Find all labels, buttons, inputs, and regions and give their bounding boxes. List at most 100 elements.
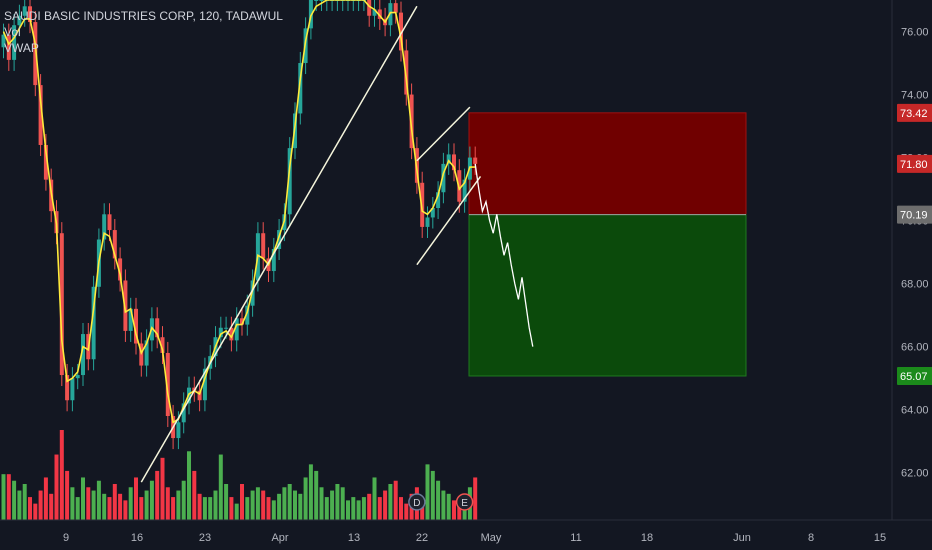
candle xyxy=(377,9,382,19)
candle xyxy=(43,144,48,180)
volume-bar xyxy=(33,503,38,520)
candle xyxy=(245,305,250,325)
volume-bar xyxy=(441,490,446,520)
volume-bar xyxy=(314,470,319,520)
candle xyxy=(430,208,435,218)
volume-bar xyxy=(128,487,133,520)
volume-bar xyxy=(367,493,372,520)
volume-bar xyxy=(202,497,207,520)
volume-bar xyxy=(250,490,255,520)
trendline-1 xyxy=(140,5,418,483)
volume-bar xyxy=(224,484,229,520)
candle xyxy=(123,280,128,331)
volume-bar xyxy=(75,497,80,520)
volume-bar xyxy=(12,480,17,520)
volume-bar xyxy=(213,490,218,520)
volume-bar xyxy=(144,490,149,520)
price-label-box xyxy=(897,103,932,122)
candle xyxy=(319,0,324,1)
candle xyxy=(176,422,181,439)
take-profit-zone xyxy=(468,214,747,377)
candle xyxy=(234,318,239,341)
stop-loss-zone xyxy=(468,112,747,216)
candle xyxy=(261,233,266,259)
volume-bar xyxy=(399,497,403,520)
volume-bar xyxy=(319,487,324,520)
candle xyxy=(181,403,186,423)
volume-bar xyxy=(112,484,117,520)
volume-bar xyxy=(383,490,388,520)
time-tick-label: 13 xyxy=(348,532,360,544)
volume-bar xyxy=(340,487,345,520)
volume-bar xyxy=(245,497,250,520)
volume-bar xyxy=(208,497,213,520)
volume-bar xyxy=(43,477,48,520)
volume-bar xyxy=(1,474,6,520)
volume-bar xyxy=(70,487,75,520)
candle xyxy=(112,230,117,259)
candle xyxy=(6,34,11,60)
candle xyxy=(314,0,319,1)
candle xyxy=(17,15,22,26)
volume-bar xyxy=(22,484,27,520)
price-label-last: 71.80 xyxy=(900,159,928,171)
price-tick-label: 74.00 xyxy=(901,90,929,102)
candle xyxy=(91,286,96,360)
volume-bar xyxy=(303,477,308,520)
volume-bar xyxy=(377,497,382,520)
price-label-box xyxy=(897,366,932,385)
volume-bar xyxy=(473,477,478,520)
volume-bar xyxy=(308,464,313,520)
candle xyxy=(102,214,107,240)
volume-bar xyxy=(229,497,234,520)
time-tick-label: 11 xyxy=(570,532,581,544)
projected-path xyxy=(474,163,534,347)
volume-bar xyxy=(351,497,356,520)
legend-symbol: SAUDI BASIC INDUSTRIES CORP, 120, TADAWU… xyxy=(4,9,283,23)
volume-bar xyxy=(165,487,170,520)
candle xyxy=(28,6,32,23)
candle xyxy=(59,233,64,376)
trendline-3 xyxy=(416,106,471,162)
candle xyxy=(229,327,234,341)
volume-bar xyxy=(176,490,181,520)
candle xyxy=(22,6,27,16)
legend-vwap: VWAP xyxy=(4,41,39,55)
time-tick-label: 9 xyxy=(63,532,69,544)
candle xyxy=(367,0,372,16)
volume-bar xyxy=(404,503,409,520)
candle xyxy=(107,214,112,231)
candle xyxy=(155,318,160,338)
candle xyxy=(134,308,138,344)
candle xyxy=(197,390,202,401)
candle xyxy=(70,378,75,401)
volume-bar xyxy=(457,503,462,520)
price-tick-label: 76.00 xyxy=(901,27,929,39)
volume-bar xyxy=(91,490,96,520)
candle xyxy=(409,94,414,149)
candle xyxy=(436,192,441,208)
volume-bar xyxy=(452,500,456,520)
candle xyxy=(218,327,223,338)
volume-bar xyxy=(356,500,361,520)
volume-bar xyxy=(335,484,340,520)
volume-bar xyxy=(155,470,160,520)
volume-bar xyxy=(6,474,11,520)
candle xyxy=(144,340,149,366)
candle xyxy=(65,375,70,401)
candle xyxy=(33,22,38,86)
candle xyxy=(462,179,467,202)
time-tick-label: May xyxy=(481,532,502,544)
volume-bar xyxy=(139,497,144,520)
candle xyxy=(1,34,6,48)
volume-bar xyxy=(65,470,70,520)
candle xyxy=(12,25,17,60)
volume-bar xyxy=(324,497,329,520)
vwap-line xyxy=(2,0,476,424)
volume-bar xyxy=(28,497,32,520)
candle xyxy=(224,327,229,329)
price-tick-label: 68.00 xyxy=(901,279,929,291)
volume-bar xyxy=(81,477,85,520)
